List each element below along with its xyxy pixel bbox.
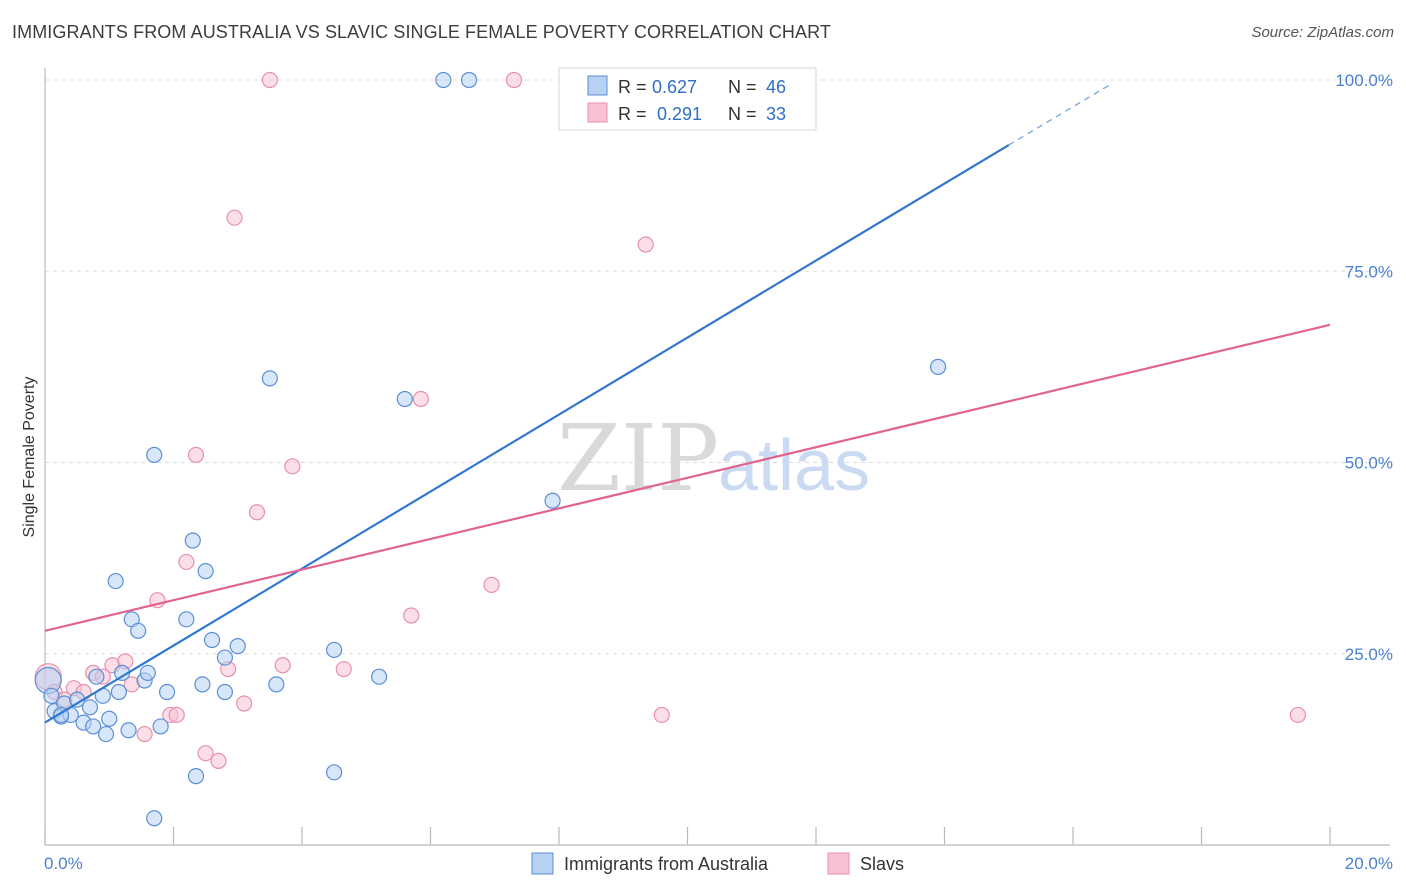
australia-point-36 [326, 641, 343, 659]
x-tick-label-max: 20.0% [1345, 854, 1393, 873]
australia-point-33 [229, 637, 246, 655]
slavs-point-20 [236, 695, 253, 712]
australia-point-32 [216, 649, 233, 666]
y-tick-label-25: 25.0% [1345, 645, 1393, 664]
slavs-point-10 [136, 725, 153, 743]
australia-point-41 [460, 71, 478, 89]
series-legend-swatch-australia [531, 852, 554, 875]
legend-r-label-2: R = [618, 104, 647, 124]
y-tick-label-100: 100.0% [1335, 71, 1393, 90]
legend-swatch-blue [587, 75, 608, 96]
australia-point-22 [146, 446, 163, 463]
slavs-point-32 [1289, 706, 1306, 724]
legend-n-label-1: N = [728, 77, 757, 97]
y-axis-tick-labels: 25.0% 50.0% 75.0% 100.0% [1335, 71, 1393, 664]
slavs-point-13 [168, 706, 185, 724]
series-legend: Immigrants from Australia Slavs [531, 852, 904, 875]
slavs-point-25 [335, 660, 352, 678]
slavs-point-30 [637, 236, 654, 253]
slavs-point-14 [178, 553, 195, 571]
australia-point-21 [139, 664, 156, 681]
australia-point-19 [130, 622, 147, 639]
australia-point-29 [197, 563, 214, 580]
slavs-point-17 [210, 752, 227, 769]
australia-point-15 [110, 683, 127, 701]
australia-point-13 [101, 710, 118, 727]
series-legend-swatch-slavs [827, 852, 850, 875]
australia-points [34, 71, 947, 827]
australia-point-14 [107, 572, 124, 590]
australia-point-35 [268, 676, 285, 693]
australia-point-30 [203, 631, 221, 649]
australia-point-34 [261, 370, 278, 387]
slavs-point-16 [197, 745, 214, 762]
australia-trend-extension [1008, 83, 1112, 146]
x-axis-ticks [44, 827, 1331, 845]
australia-point-25 [178, 611, 195, 628]
grid-lines [45, 79, 1390, 655]
y-tick-label-75: 75.0% [1345, 262, 1393, 281]
australia-trend-line [44, 144, 1010, 724]
australia-point-42 [544, 492, 561, 509]
trend-lines [44, 83, 1331, 724]
slavs-point-22 [261, 71, 278, 89]
australia-point-23 [152, 718, 169, 735]
legend-swatch-pink [587, 102, 608, 123]
australia-point-44 [146, 810, 163, 827]
series-legend-slavs: Slavs [860, 854, 904, 874]
slavs-point-15 [187, 446, 205, 463]
watermark-zip: ZIP [557, 405, 719, 512]
australia-point-1 [43, 687, 60, 704]
slavs-point-31 [653, 706, 670, 724]
australia-point-12 [97, 725, 115, 743]
slavs-point-27 [412, 390, 429, 408]
x-tick-label-min: 0.0% [44, 854, 83, 873]
slavs-point-21 [248, 504, 266, 521]
australia-point-26 [184, 532, 201, 549]
legend-r-value-2: 0.291 [657, 104, 702, 124]
slavs-point-28 [483, 576, 500, 594]
series-legend-australia: Immigrants from Australia [564, 854, 769, 874]
australia-point-24 [158, 683, 176, 701]
correlation-legend: R = 0.627 N = 46 R = 0.291 N = 33 [558, 67, 817, 131]
legend-n-value-2: 33 [766, 104, 786, 124]
slavs-point-23 [274, 657, 291, 674]
australia-point-37 [326, 764, 343, 781]
slavs-point-29 [505, 71, 523, 89]
legend-r-value-1: 0.627 [652, 77, 697, 97]
slavs-trend-line [44, 323, 1331, 632]
australia-point-40 [435, 71, 452, 89]
slavs-point-24 [284, 458, 301, 475]
slavs-point-26 [403, 607, 420, 624]
australia-point-43 [929, 358, 947, 375]
australia-point-39 [396, 390, 413, 408]
chart-title: IMMIGRANTS FROM AUSTRALIA VS SLAVIC SING… [12, 22, 832, 42]
legend-r-label-1: R = [618, 77, 647, 97]
australia-point-28 [194, 676, 211, 693]
slavs-point-19 [226, 209, 243, 226]
australia-point-31 [216, 683, 233, 701]
y-tick-label-50: 50.0% [1345, 454, 1393, 473]
australia-point-8 [81, 699, 99, 716]
legend-n-label-2: N = [728, 104, 757, 124]
legend-n-value-1: 46 [766, 77, 786, 97]
source-label: Source: ZipAtlas.com [1251, 24, 1394, 41]
australia-point-10 [88, 668, 105, 685]
australia-point-17 [120, 722, 137, 739]
australia-point-9 [85, 718, 102, 735]
australia-point-38 [371, 668, 388, 685]
australia-point-27 [187, 768, 205, 785]
y-axis-label: Single Female Poverty [21, 377, 38, 538]
